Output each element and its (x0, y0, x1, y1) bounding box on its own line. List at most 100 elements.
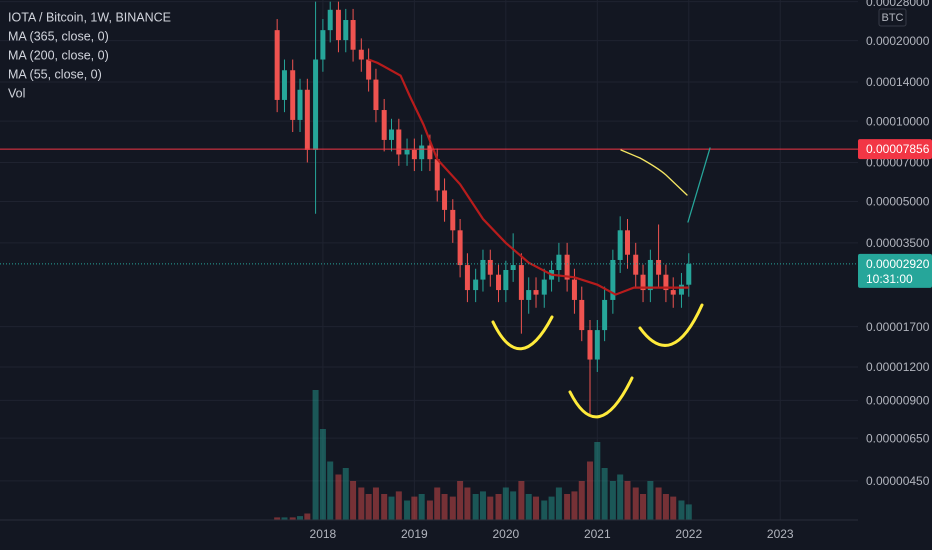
volume-layer (274, 390, 692, 520)
candle-body (396, 129, 402, 155)
candle-body (686, 263, 692, 285)
countdown: 10:31:00 (866, 272, 913, 286)
line-layer (0, 58, 858, 296)
y-tick-label: 0.00001700 (866, 320, 930, 334)
drawings (491, 147, 711, 419)
volume-bar (502, 487, 509, 520)
y-tick-label: 0.00003500 (866, 236, 930, 250)
volume-bar (434, 487, 441, 520)
candle-body (327, 9, 333, 31)
candle-body (366, 59, 372, 80)
volume-bar (289, 517, 296, 520)
candle-body (556, 254, 562, 270)
candle-body (663, 274, 669, 291)
y-tick-label: 0.00010000 (866, 114, 930, 128)
candle-body (678, 284, 684, 295)
candle-layer (274, 1, 692, 415)
x-tick-label: 2018 (310, 527, 337, 541)
x-tick-label: 2020 (492, 527, 519, 541)
candle-body (564, 254, 570, 280)
last-price-label: 0.00002920 (866, 257, 930, 271)
volume-bar (404, 500, 411, 520)
volume-bar (548, 496, 555, 520)
grid-layer (0, 0, 858, 520)
y-tick-label: 0.00007000 (866, 156, 930, 170)
legend-indicator: MA (200, close, 0) (8, 48, 109, 62)
volume-bar (388, 496, 395, 520)
candle-body (510, 265, 516, 270)
candle-body (427, 145, 433, 160)
axis-layer: 0.00028000 0.00020000 0.00014000 0.00010000… (310, 0, 932, 541)
volume-bar (372, 487, 379, 520)
candle-body (533, 290, 539, 295)
candle-body (450, 209, 456, 231)
volume-bar (457, 481, 464, 520)
drawing-curve (568, 376, 634, 419)
candle-body (404, 149, 410, 155)
legend-title: IOTA / Bitcoin, 1W, BINANCE (8, 10, 171, 24)
candle-body (617, 230, 623, 260)
volume-bar (472, 494, 479, 520)
x-tick-label: 2022 (675, 527, 702, 541)
volume-bar (297, 516, 304, 520)
candle-body (640, 274, 646, 291)
drawing-curve (638, 303, 704, 347)
candle-body (419, 145, 425, 160)
candle-body (350, 20, 356, 50)
volume-bar (342, 468, 349, 520)
candle-body (281, 70, 287, 100)
volume-bar (525, 494, 532, 520)
volume-bar (578, 481, 585, 520)
volume-bar (411, 496, 418, 520)
price-line-label-box (858, 139, 932, 160)
drawing-line (687, 147, 711, 223)
legend-indicator: MA (365, close, 0) (8, 29, 109, 43)
last-price-label-box (858, 253, 932, 288)
candle-body (358, 49, 364, 60)
candle-body (656, 259, 662, 275)
volume-bar (632, 487, 639, 520)
candle-body (526, 290, 532, 300)
candle-body (290, 70, 296, 120)
volume-bar (350, 481, 357, 520)
volume-bar (426, 500, 433, 520)
volume-bar (594, 442, 601, 520)
candle-body (373, 79, 379, 111)
volume-bar (335, 474, 342, 520)
y-tick-label: 0.00005000 (866, 195, 930, 209)
drawing-line (620, 149, 688, 196)
volume-bar (640, 494, 647, 520)
volume-bar (571, 491, 578, 520)
volume-bar (312, 390, 319, 520)
volume-bar (418, 494, 425, 520)
volume-bar (510, 491, 517, 520)
volume-bar (479, 491, 486, 520)
y-tick-label: 0.00014000 (866, 75, 930, 89)
volume-bar (533, 496, 540, 520)
volume-bar (365, 494, 372, 520)
volume-bar (586, 461, 593, 520)
volume-bar (395, 491, 402, 520)
volume-bar (518, 481, 525, 520)
legend-indicator: Vol (8, 86, 25, 100)
candle-body (480, 259, 486, 280)
volume-bar (564, 494, 571, 520)
candle-body (541, 279, 547, 295)
volume-bar (541, 500, 548, 520)
y-tick-label: 0.00000450 (866, 474, 930, 488)
volume-bar (358, 487, 365, 520)
candle-body (335, 9, 341, 41)
y-tick-label: 0.00001200 (866, 360, 930, 374)
volume-bar (609, 481, 616, 520)
candle-body (610, 259, 616, 300)
candle-body (602, 299, 608, 331)
candle-body (381, 110, 387, 140)
volume-bar (441, 494, 448, 520)
candle-body (473, 279, 479, 291)
candle-body (670, 290, 676, 295)
ma-line (368, 58, 689, 296)
volume-bar (670, 496, 677, 520)
y-tick-label: 0.00000650 (866, 431, 930, 445)
